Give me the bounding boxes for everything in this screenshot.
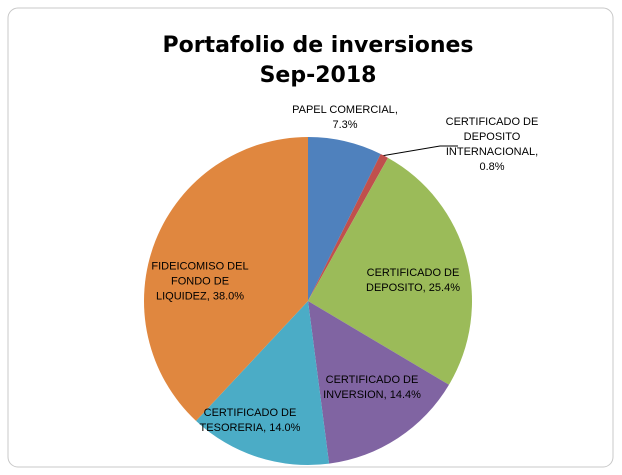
data-label: CERTIFICADO DE TESORERIA, 14.0% [195, 406, 305, 436]
slice-category: PAPEL COMERCIAL [292, 104, 395, 116]
label-separator: , [535, 146, 539, 158]
data-label: CERTIFICADO DE DEPOSITO, 25.4% [353, 266, 473, 296]
slice-category: CERTIFICADO DE DEPOSITO [366, 267, 460, 294]
pie-slice [308, 153, 388, 301]
chart-subtitle: Sep-2018 [260, 63, 377, 88]
chart-title: Portafolio de inversiones [162, 33, 473, 58]
label-separator: , [394, 104, 398, 116]
pie-slice [196, 301, 330, 465]
slice-category: CERTIFICADO DE INVERSION [323, 374, 419, 401]
data-label: FIDEICOMISO DEL FONDO DE LIQUIDEZ, 38.0% [145, 260, 255, 305]
leader-line [380, 145, 458, 157]
slice-value: 25.4% [428, 282, 460, 294]
label-separator: , [422, 282, 426, 294]
label-separator: , [263, 422, 267, 434]
slice-category: FIDEICOMISO DEL FONDO DE LIQUIDEZ [151, 260, 249, 303]
pie-slice [144, 137, 308, 421]
slice-value: 38.0% [212, 290, 245, 303]
pie-slice [308, 157, 472, 385]
slice-value: 7.3% [332, 119, 358, 131]
data-label: CERTIFICADO DE DEPOSITO INTERNACIONAL, 0… [437, 115, 547, 175]
pie-slice [308, 301, 449, 464]
slice-category: CERTIFICADO DE DEPOSITO INTERNACIONAL [445, 116, 539, 158]
slice-category: CERTIFICADO DE TESORERIA [199, 407, 297, 434]
label-separator: , [383, 389, 387, 401]
label-separator: , [206, 290, 210, 303]
data-label: CERTIFICADO DE INVERSION, 14.4% [317, 373, 427, 403]
slice-value: 0.8% [479, 161, 505, 173]
data-label: PAPEL COMERCIAL, 7.3% [280, 103, 410, 133]
slice-value: 14.4% [389, 389, 421, 401]
pie-slice [308, 137, 381, 301]
slice-value: 14.0% [269, 422, 301, 434]
